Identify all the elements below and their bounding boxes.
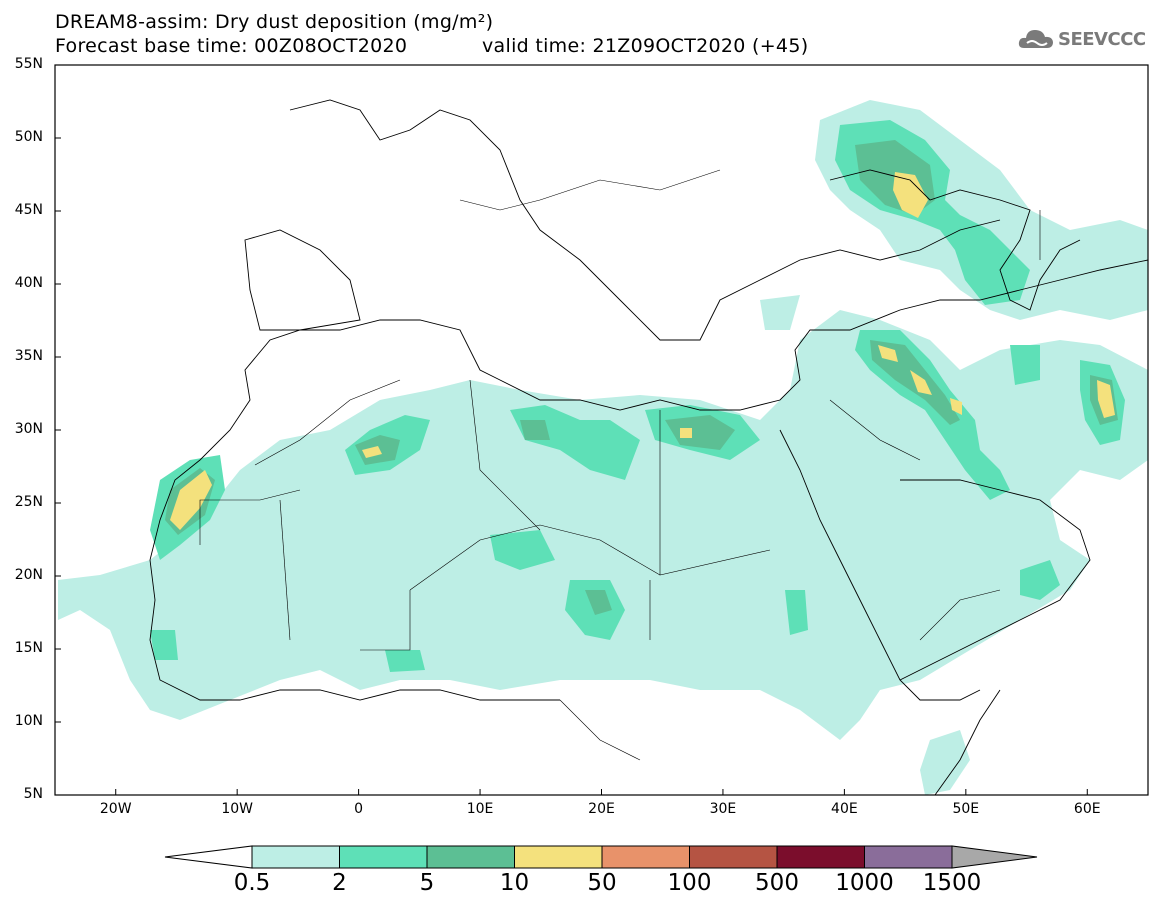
colorbar-label: 1500 (922, 870, 982, 896)
colorbar-segment (426, 845, 515, 869)
lat-ticks (55, 64, 61, 796)
colorbar-segment (339, 845, 428, 869)
base-time: Forecast base time: 00Z08OCT2020 (55, 35, 408, 57)
lat-label: 25N (14, 494, 43, 510)
lat-label: 15N (14, 640, 43, 656)
lon-label: 20W (99, 801, 132, 817)
valid-time: valid time: 21Z09OCT2020 (+45) (482, 35, 809, 57)
colorbar-segment (776, 845, 865, 869)
colorbar-label: 1000 (835, 870, 894, 896)
dust-contours (58, 100, 1148, 795)
lon-label: 10W (221, 801, 253, 817)
lat-label: 30N (14, 421, 43, 437)
chart-title: DREAM8-assim: Dry dust deposition (mg/m²… (55, 11, 494, 33)
seevccc-logo: SEEVCCC (1018, 26, 1146, 52)
colorbar-label: 500 (755, 870, 799, 896)
lat-label: 55N (14, 56, 43, 72)
lon-ticks (115, 789, 1088, 795)
colorbar-label: 2 (332, 870, 347, 896)
colorbar-segment (864, 845, 953, 869)
lat-label: 35N (14, 348, 43, 364)
lon-label: 50E (952, 801, 980, 817)
lon-label: 0 (354, 801, 364, 817)
colorbar-segment (689, 845, 778, 869)
chart-subtitle: Forecast base time: 00Z08OCT2020 valid ti… (55, 35, 808, 57)
lat-label: 50N (14, 129, 43, 145)
colorbar (164, 845, 1038, 869)
lat-label: 10N (14, 713, 43, 729)
lat-label: 45N (14, 202, 43, 218)
lat-label: 5N (23, 786, 43, 802)
coastlines (149, 99, 1148, 795)
dust-band-10 (170, 172, 1115, 530)
colorbar-segment (601, 845, 690, 869)
logo-text: SEEVCCC (1058, 28, 1146, 50)
colorbar-label: 10 (499, 870, 530, 896)
country-borders (199, 169, 1041, 761)
lon-label: 40E (831, 801, 858, 817)
lat-label: 40N (14, 275, 43, 291)
lon-label: 60E (1073, 801, 1101, 817)
lon-label: 10E (466, 801, 494, 817)
cloud-icon (1018, 30, 1053, 48)
colorbar-segment (251, 845, 340, 869)
colorbar-label: 5 (419, 870, 435, 896)
colorbar-label: 50 (587, 870, 617, 896)
colorbar-right-arrow (951, 845, 1038, 869)
lat-label: 20N (14, 567, 43, 583)
colorbar-label: 0.5 (233, 870, 271, 896)
lon-label: 20E (588, 801, 615, 817)
colorbar-label: 100 (667, 870, 712, 896)
lon-label: 30E (709, 801, 737, 817)
colorbar-left-arrow (164, 845, 253, 869)
colorbar-segment (514, 845, 603, 869)
